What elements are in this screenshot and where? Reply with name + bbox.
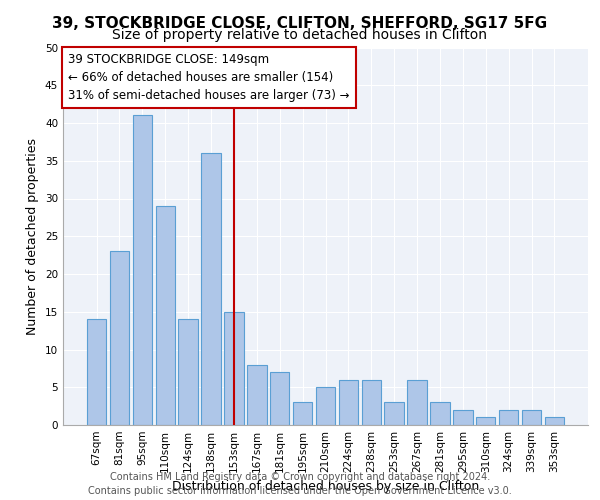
- X-axis label: Distribution of detached houses by size in Clifton: Distribution of detached houses by size …: [172, 480, 479, 494]
- Bar: [247, 364, 266, 425]
- Y-axis label: Number of detached properties: Number of detached properties: [26, 138, 40, 335]
- Text: 39 STOCKBRIDGE CLOSE: 149sqm
← 66% of detached houses are smaller (154)
31% of s: 39 STOCKBRIDGE CLOSE: 149sqm ← 66% of de…: [68, 53, 350, 102]
- Bar: [338, 380, 358, 425]
- Bar: [316, 387, 335, 425]
- Bar: [270, 372, 289, 425]
- Bar: [178, 320, 198, 425]
- Bar: [499, 410, 518, 425]
- Bar: [202, 153, 221, 425]
- Bar: [155, 206, 175, 425]
- Bar: [385, 402, 404, 425]
- Text: Contains HM Land Registry data © Crown copyright and database right 2024.
Contai: Contains HM Land Registry data © Crown c…: [88, 472, 512, 496]
- Bar: [430, 402, 449, 425]
- Bar: [545, 418, 564, 425]
- Bar: [522, 410, 541, 425]
- Bar: [476, 418, 496, 425]
- Bar: [133, 116, 152, 425]
- Bar: [407, 380, 427, 425]
- Text: 39, STOCKBRIDGE CLOSE, CLIFTON, SHEFFORD, SG17 5FG: 39, STOCKBRIDGE CLOSE, CLIFTON, SHEFFORD…: [52, 16, 548, 31]
- Bar: [362, 380, 381, 425]
- Text: Size of property relative to detached houses in Clifton: Size of property relative to detached ho…: [113, 28, 487, 42]
- Bar: [293, 402, 313, 425]
- Bar: [87, 320, 106, 425]
- Bar: [453, 410, 473, 425]
- Bar: [110, 252, 129, 425]
- Bar: [224, 312, 244, 425]
